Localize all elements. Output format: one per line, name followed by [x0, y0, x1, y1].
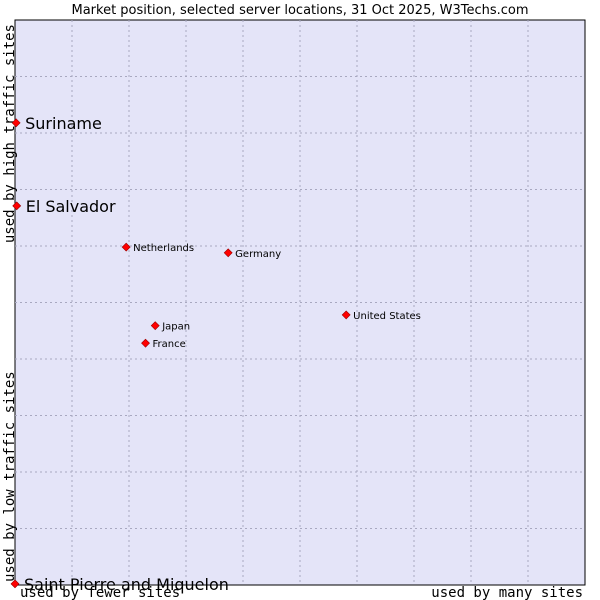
marker-saint-pierre-and-miquelon: [10, 579, 20, 589]
data-points: Suriname El Salvador Netherlands Germany Uni…: [10, 114, 421, 594]
label-france: France: [153, 339, 186, 350]
marker-france: [141, 338, 150, 348]
label-japan: Japan: [161, 322, 190, 333]
label-suriname: Suriname: [25, 114, 102, 133]
label-netherlands: Netherlands: [133, 243, 194, 254]
x-axis-label-low: used by fewer sites: [20, 585, 180, 600]
marker-suriname: [11, 118, 21, 128]
marker-netherlands: [121, 242, 131, 252]
grid-lines: [15, 20, 585, 585]
marker-germany: [223, 248, 233, 258]
x-axis-label-high: used by many sites: [431, 585, 583, 600]
marker-el-salvador: [12, 201, 22, 211]
marker-japan: [150, 321, 160, 331]
label-saint-pierre-and-miquelon: Saint Pierre and Miquelon: [24, 575, 229, 594]
marker-united-states: [341, 310, 351, 320]
y-axis-label-low: used by low traffic sites: [2, 371, 18, 582]
y-axis-label-high: used by high traffic sites: [2, 24, 18, 243]
label-germany: Germany: [235, 249, 281, 260]
chart-title: Market position, selected server locatio…: [71, 3, 528, 18]
label-united-states: United States: [353, 311, 421, 322]
label-el-salvador: El Salvador: [26, 197, 116, 216]
